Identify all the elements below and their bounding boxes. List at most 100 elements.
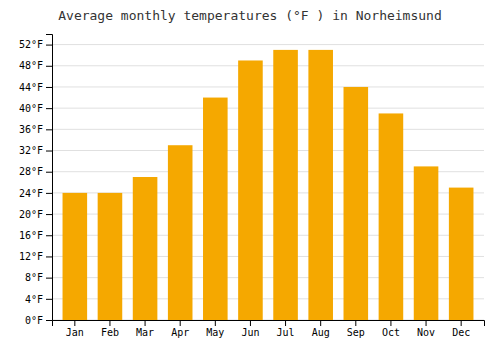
bar [133, 177, 158, 320]
y-tick: 20°F [19, 209, 52, 220]
y-tick: 0°F [25, 315, 52, 326]
y-tick-mark [46, 172, 52, 173]
y-tick: 16°F [19, 230, 52, 241]
bar [203, 98, 228, 320]
y-tick: 36°F [19, 124, 52, 135]
y-tick: 24°F [19, 188, 52, 199]
y-tick-mark [46, 214, 52, 215]
y-tick-label: 36°F [19, 124, 43, 135]
y-tick-label: 40°F [19, 103, 43, 114]
x-tick: Jun [241, 320, 259, 338]
y-tick: 8°F [25, 272, 52, 283]
y-tick: 4°F [25, 294, 52, 305]
y-tick: 28°F [19, 166, 52, 177]
y-tick: 44°F [19, 82, 52, 93]
x-tick-label: Sep [347, 327, 365, 338]
title: Average monthly temperatures (°F ) in No… [58, 8, 442, 23]
y-tick-label: 28°F [19, 166, 43, 177]
x-tick-mark [215, 320, 216, 326]
x-tick: Aug [312, 320, 330, 338]
y-tick-mark [46, 45, 52, 46]
x-tick: Feb [101, 320, 119, 338]
x-tick-label: Jun [241, 327, 259, 338]
bar [379, 113, 404, 320]
y-tick: 52°F [19, 39, 52, 50]
x-tick-mark [250, 320, 251, 326]
y-tick-label: 16°F [19, 230, 43, 241]
x-tick-label: Aug [312, 327, 330, 338]
x-tick-mark [109, 320, 110, 326]
y-tick-label: 12°F [19, 251, 43, 262]
x-tick-mark [390, 320, 391, 326]
y-axis: 0°F 4°F 8°F 12°F 16°F 20°F 24°F 28°F 32°F 36°F 40°… [19, 35, 53, 326]
bars [63, 50, 474, 320]
x-axis-line [53, 321, 485, 327]
y-tick: 48°F [19, 60, 52, 71]
grid-line [52, 65, 484, 66]
x-tick: Dec [452, 320, 470, 338]
grid-line [52, 150, 484, 151]
y-tick-mark [46, 256, 52, 257]
x-tick: May [206, 320, 224, 338]
y-tick-mark [46, 320, 52, 321]
y-tick-label: 52°F [19, 39, 43, 50]
bar [168, 145, 193, 320]
x-tick: Jul [277, 320, 295, 338]
x-tick: Apr [171, 320, 189, 338]
x-tick-mark [285, 320, 286, 326]
y-tick-mark [46, 299, 52, 300]
y-tick-mark [46, 278, 52, 279]
bar [63, 193, 88, 320]
x-tick-mark [461, 320, 462, 326]
grid-line [52, 108, 484, 109]
x-tick-label: Apr [171, 327, 189, 338]
x-tick-mark [74, 320, 75, 326]
y-tick-mark [46, 108, 52, 109]
bar [344, 87, 369, 320]
y-tick-label: 44°F [19, 82, 43, 93]
bar [414, 166, 439, 320]
grid [52, 45, 484, 320]
grid-line [52, 129, 484, 130]
y-tick-label: 48°F [19, 60, 43, 71]
x-axis: Jan Feb Mar Apr May Jun Jul Aug Sep Oct Nov Dec [53, 320, 485, 338]
y-tick-mark [46, 151, 52, 152]
y-tick-label: 4°F [25, 294, 43, 305]
y-tick-label: 8°F [25, 272, 43, 283]
x-tick-mark [180, 320, 181, 326]
grid-line [52, 44, 484, 45]
y-tick-mark [46, 129, 52, 130]
y-tick-label: 0°F [25, 315, 43, 326]
bar [98, 193, 123, 320]
bar [238, 60, 263, 320]
x-tick-mark [355, 320, 356, 326]
y-tick: 12°F [19, 251, 52, 262]
y-tick: 32°F [19, 145, 52, 156]
x-tick-mark [426, 320, 427, 326]
x-tick-label: Jan [66, 327, 84, 338]
x-tick-label: Feb [101, 327, 119, 338]
x-tick: Jan [66, 320, 84, 338]
y-tick-mark [46, 235, 52, 236]
x-tick-mark [145, 320, 146, 326]
bar [449, 188, 474, 320]
grid-line [52, 86, 484, 87]
x-tick-label: Nov [417, 327, 435, 338]
x-tick-label: Oct [382, 327, 400, 338]
y-tick-label: 24°F [19, 188, 43, 199]
y-tick: 40°F [19, 103, 52, 114]
bar [308, 50, 333, 320]
x-tick: Oct [382, 320, 400, 338]
y-axis-line [46, 35, 53, 321]
x-tick-label: Dec [452, 327, 470, 338]
x-tick-mark [320, 320, 321, 326]
bar [273, 50, 298, 320]
x-tick-label: Jul [277, 327, 295, 338]
x-tick-label: May [206, 327, 224, 338]
x-tick-label: Mar [136, 327, 154, 338]
y-tick-label: 32°F [19, 145, 43, 156]
y-tick-label: 20°F [19, 209, 43, 220]
y-tick-mark [46, 66, 52, 67]
y-tick-mark [46, 193, 52, 194]
x-tick: Nov [417, 320, 435, 338]
